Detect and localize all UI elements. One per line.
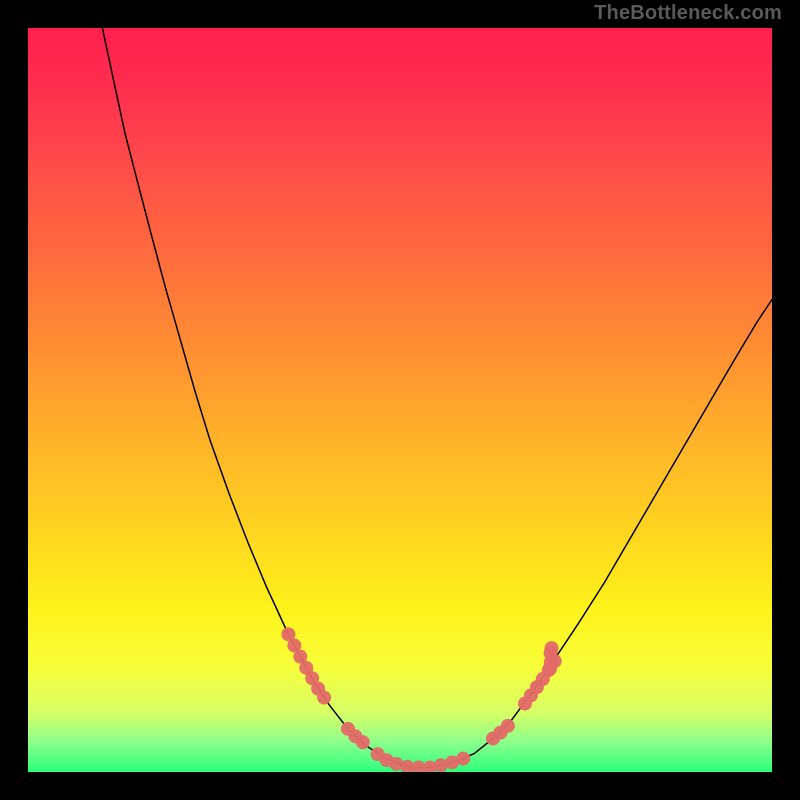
chart-svg xyxy=(28,28,772,772)
data-point xyxy=(317,691,331,705)
gradient-background xyxy=(28,28,772,772)
chart-container: { "canvas": { "width": 800, "height": 80… xyxy=(0,0,800,800)
plot-area xyxy=(28,28,772,772)
data-point xyxy=(456,752,470,766)
data-point xyxy=(501,719,515,733)
data-point xyxy=(356,735,370,749)
watermark-text: TheBottleneck.com xyxy=(594,2,782,25)
data-point xyxy=(545,641,559,655)
